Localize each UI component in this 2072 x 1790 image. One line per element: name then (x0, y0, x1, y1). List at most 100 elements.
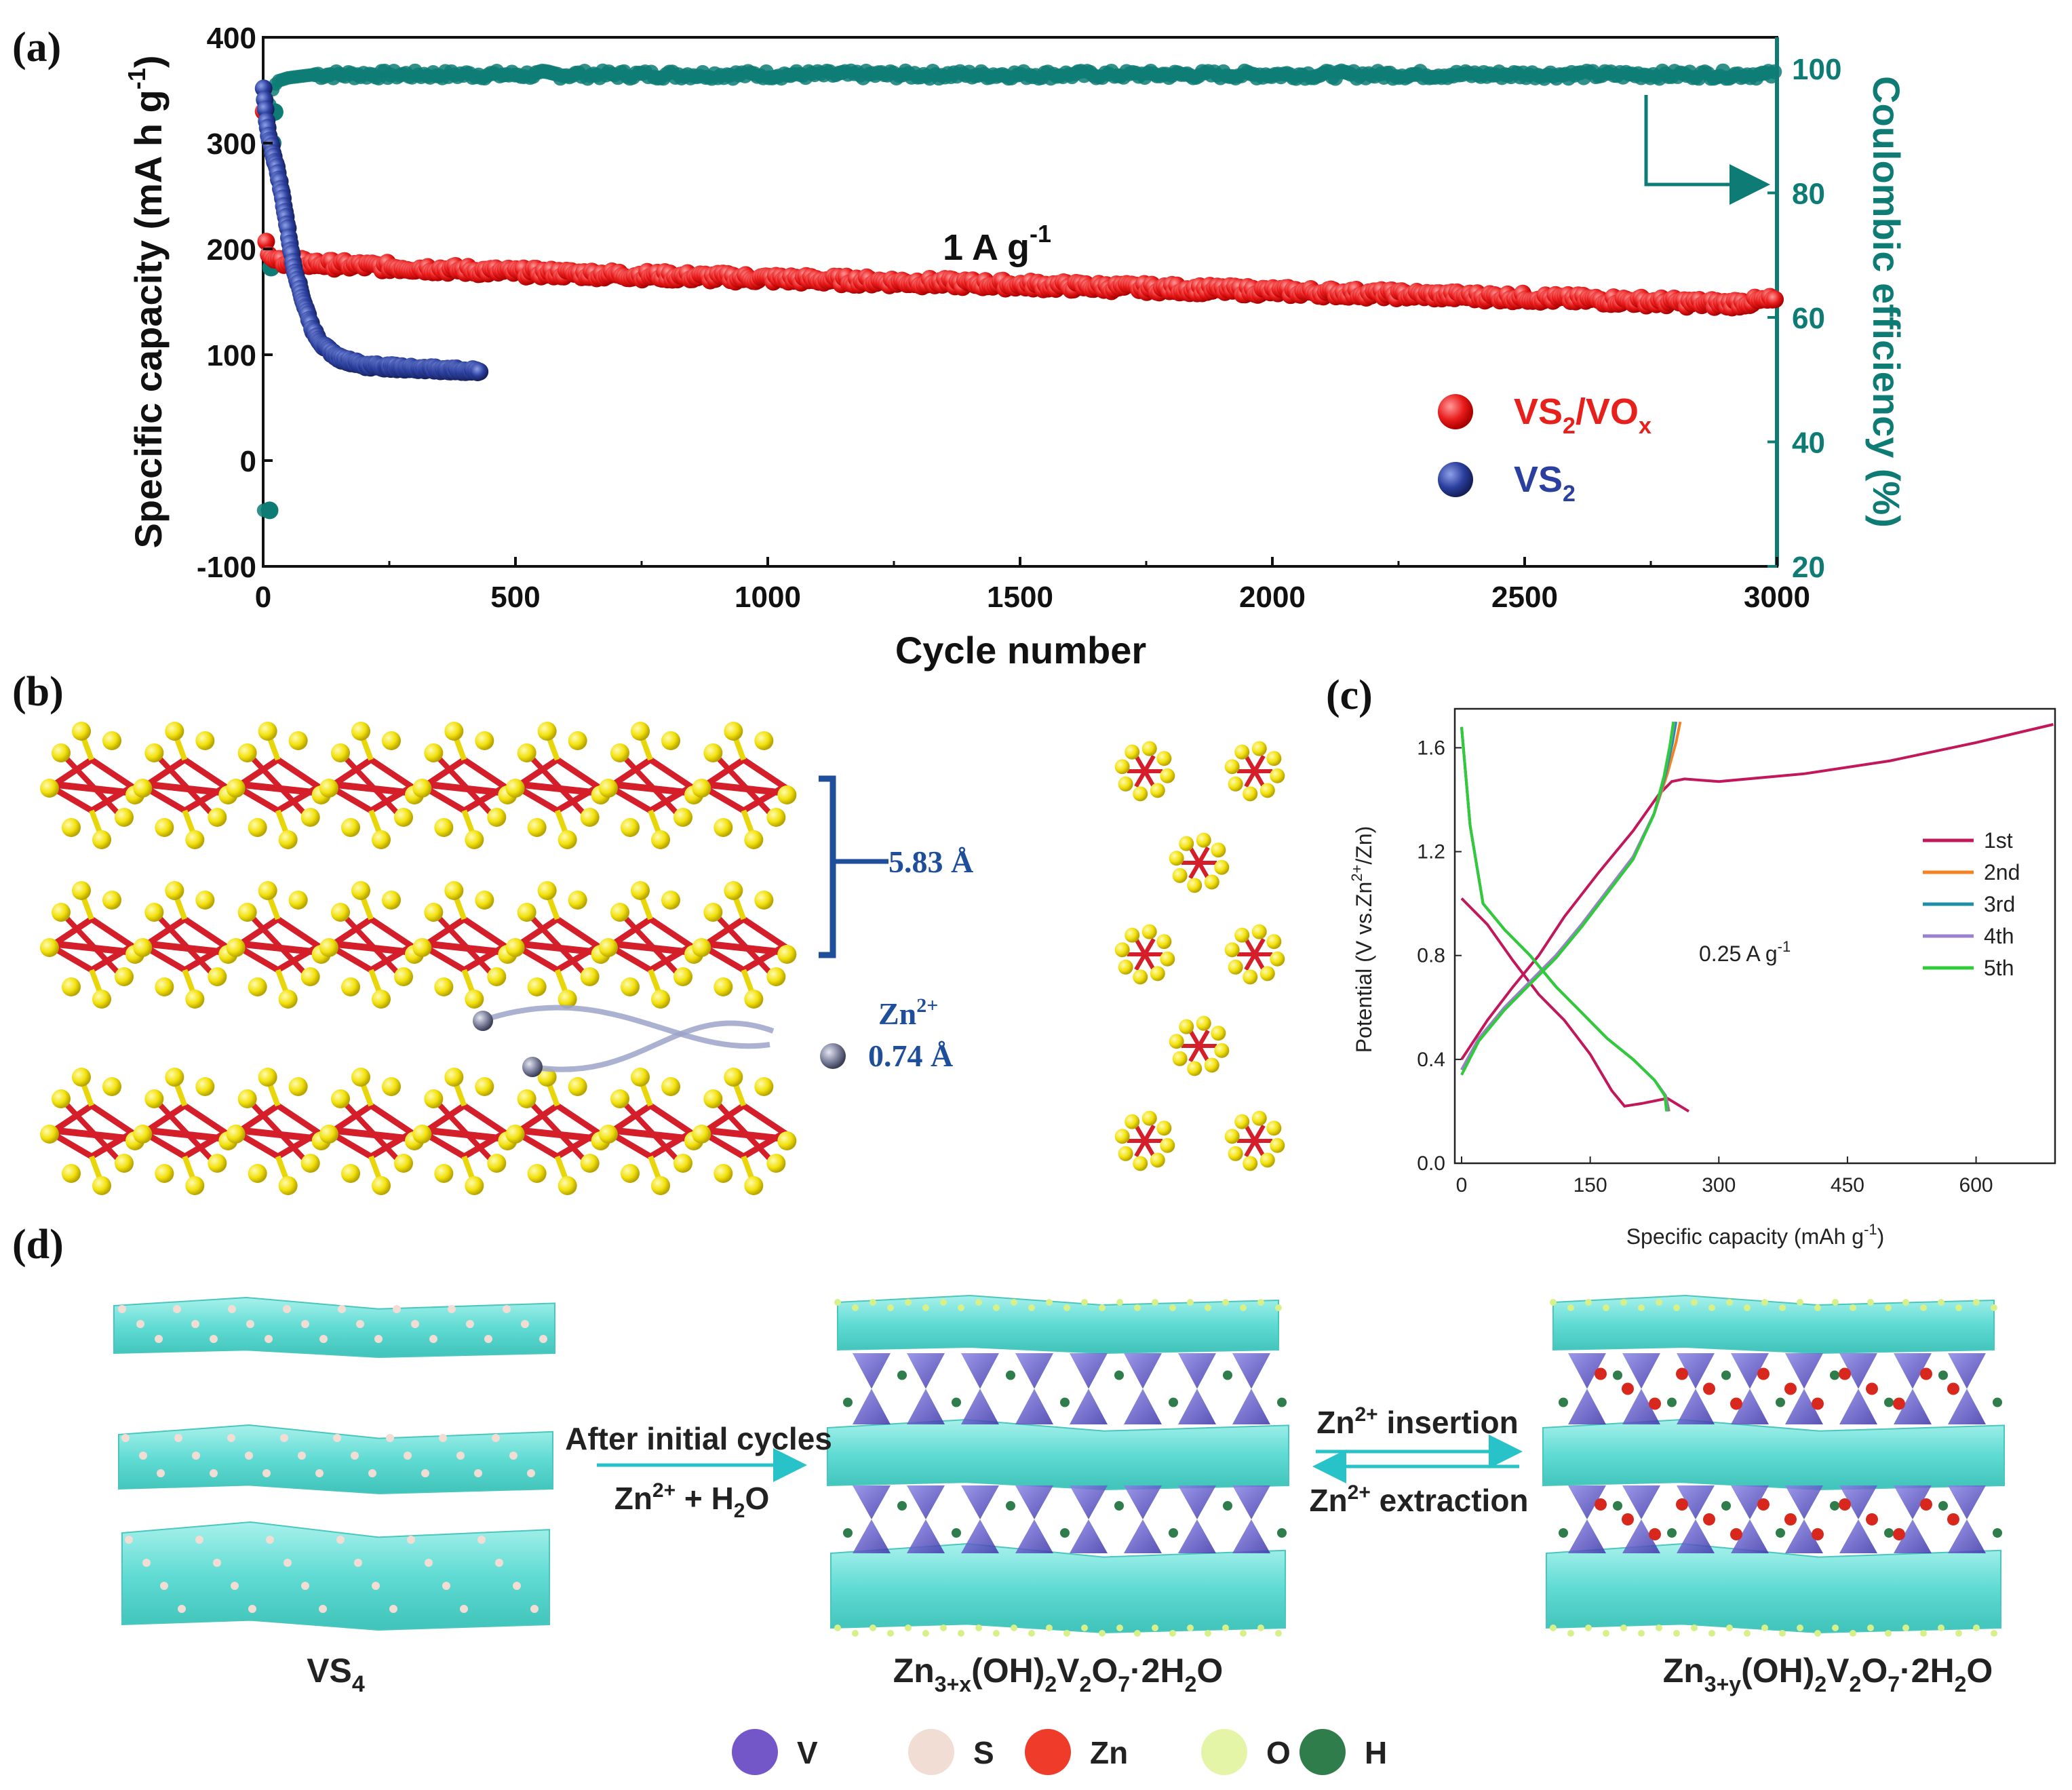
y2-tick-label: 100 (1792, 53, 1841, 86)
y-tick-label: 100 (207, 339, 256, 372)
y2-tick-label: 60 (1792, 302, 1825, 335)
bond (155, 754, 214, 816)
s-atom (280, 1434, 288, 1442)
legend-label: 5th (1984, 956, 2014, 980)
s-atom (407, 1536, 415, 1544)
s-atom (651, 990, 670, 1009)
s-atom (372, 1176, 391, 1195)
s-atom (1156, 751, 1172, 766)
v-tetrahedron (1785, 1388, 1823, 1424)
h-atom (1114, 1370, 1124, 1380)
diffusion-path-2 (532, 1020, 775, 1072)
o-atom (958, 1630, 964, 1637)
o-atom (1973, 1299, 1980, 1306)
s-atom (503, 1305, 511, 1313)
h-atom (1169, 1528, 1178, 1538)
s-atom (191, 1320, 199, 1328)
h-atom (1559, 1397, 1568, 1407)
chart-c-frame (1453, 707, 2056, 1165)
o-atom (1850, 1304, 1856, 1311)
o-atom (1955, 1304, 1962, 1311)
diffusion-path-1 (480, 1005, 770, 1049)
o-atom (1550, 1299, 1557, 1306)
legend-dot-Zn (1025, 1729, 1071, 1775)
bond (621, 754, 680, 816)
bond (62, 1100, 121, 1162)
zn-atom (1920, 1498, 1932, 1511)
s-atom (1204, 874, 1219, 890)
zn-atom (1839, 1498, 1851, 1511)
x-tick-label: 2500 (1491, 581, 1558, 614)
h-atom (1559, 1528, 1568, 1538)
o-atom (1063, 1304, 1070, 1311)
s-atom (434, 977, 454, 996)
s-atom (404, 1452, 412, 1460)
h-atom (1938, 1370, 1948, 1380)
step2-top-label: Zn2+ insertion (1316, 1403, 1518, 1440)
curve-5th-discharge (1460, 726, 1668, 1112)
o-atom (1099, 1304, 1106, 1311)
bond (435, 914, 494, 975)
s-atom (185, 830, 205, 849)
curve-3rd-discharge (1460, 726, 1670, 1112)
zn-atom (1893, 1397, 1905, 1410)
s-atom (351, 1452, 359, 1460)
bond (342, 1100, 400, 1162)
s-atom (372, 990, 391, 1009)
s-atom (444, 1068, 464, 1087)
s-atom (62, 977, 81, 996)
zn-atom (1703, 1382, 1715, 1395)
s-atom (1133, 1156, 1148, 1171)
s-atom (248, 818, 267, 837)
legend-dot-H (1299, 1729, 1346, 1775)
x-tick-label: 150 (1573, 1174, 1607, 1196)
s-atom (52, 743, 71, 762)
o-atom (1011, 1299, 1017, 1306)
v-tetrahedron (1178, 1519, 1216, 1553)
s-atom (386, 1434, 394, 1442)
s-atom (1224, 1129, 1240, 1144)
s-atom (208, 808, 227, 827)
s-atom (372, 830, 391, 849)
o-atom (1779, 1304, 1786, 1311)
s-atom (509, 1452, 517, 1460)
s-atom (394, 1154, 413, 1173)
v-tetrahedron (1568, 1485, 1606, 1519)
s-atom (165, 881, 184, 900)
s-atom (248, 1605, 256, 1613)
x-tick-label: 450 (1831, 1174, 1864, 1196)
o-atom (1275, 1304, 1282, 1311)
s-atom (336, 1536, 345, 1544)
ce-point (1767, 64, 1782, 79)
s-atom (495, 1559, 503, 1567)
v-tetrahedron (1015, 1519, 1053, 1553)
bond (155, 914, 214, 975)
o-atom (1708, 1304, 1715, 1311)
s-atom (537, 722, 557, 741)
legend-label-S: S (973, 1735, 994, 1770)
s-atom (568, 731, 587, 750)
s-atom (1234, 1114, 1250, 1129)
bond (1134, 1124, 1156, 1158)
s-atom (537, 1068, 557, 1087)
o-atom (1134, 1304, 1141, 1311)
s-atom (1156, 1121, 1172, 1136)
s-atom (777, 945, 797, 964)
chart-a-marks (254, 63, 1784, 520)
s-atom (465, 1176, 484, 1195)
s-atom (1228, 1146, 1243, 1161)
s-atom (1251, 924, 1267, 939)
legend-label: 4th (1984, 924, 2014, 948)
s-atom (72, 881, 91, 900)
s-atom (1169, 851, 1184, 866)
s-atom (505, 938, 525, 957)
zn-atom (1703, 1513, 1715, 1525)
s-atom (475, 731, 494, 750)
s-atom (484, 1335, 492, 1343)
s-atom (1214, 1043, 1230, 1058)
o-atom (869, 1299, 876, 1306)
s-atom (341, 818, 360, 837)
polyhedral-slab (113, 1296, 555, 1359)
s-atom (278, 990, 298, 1009)
element-legend: V S Zn O H (732, 1729, 1387, 1775)
